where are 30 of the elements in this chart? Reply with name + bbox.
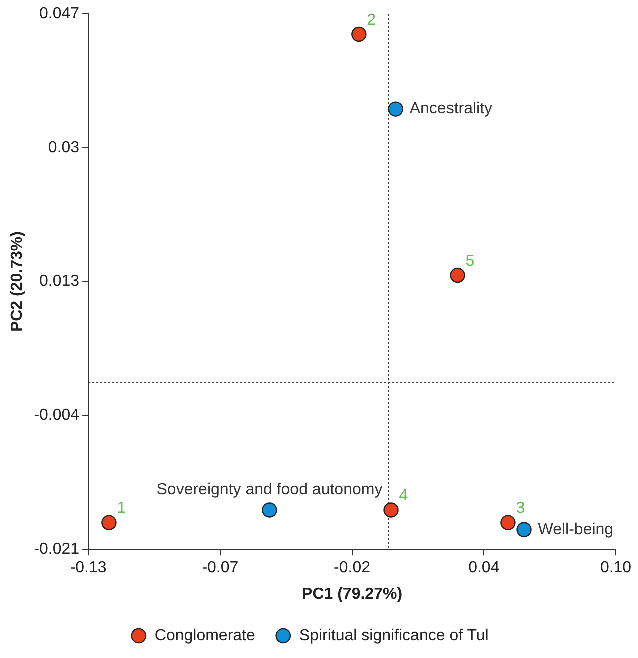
y-tick-label: -0.021: [34, 541, 80, 558]
y-axis-title: PC2 (20.73%): [9, 232, 26, 332]
annotation: 5: [466, 252, 475, 270]
x-tick-label: -0.07: [202, 560, 239, 577]
annotation: 1: [117, 500, 126, 518]
x-axis-title: PC1 (79.27%): [302, 586, 403, 603]
x-tick-label: 0.04: [468, 560, 500, 577]
point: [450, 268, 466, 284]
point: [516, 522, 532, 538]
x-tick-label: 0.10: [600, 560, 632, 577]
x-tick-label: -0.13: [70, 560, 107, 577]
annotation: Well-being: [538, 521, 614, 538]
point: [384, 502, 399, 518]
legend-label: Spiritual significance of Tul: [299, 627, 489, 644]
y-tick-label: 0.03: [48, 139, 80, 156]
point: [262, 502, 278, 518]
point: [388, 102, 404, 117]
y-tick-label: 0.013: [40, 273, 80, 290]
annotation: 4: [399, 488, 408, 505]
annotation: 3: [516, 500, 526, 518]
x-tick-label: -0.02: [334, 560, 371, 577]
annotation: Sovereignty and food autonomy: [156, 482, 383, 499]
y-tick-label: 0.047: [40, 5, 80, 22]
annotation: 2: [367, 12, 376, 29]
legend-label: Conglomerate: [154, 627, 256, 644]
point: [500, 515, 516, 530]
point: [102, 515, 117, 530]
y-tick-label: -0.004: [34, 407, 80, 424]
annotation: Ancestrality: [410, 100, 493, 118]
point: [352, 26, 367, 42]
